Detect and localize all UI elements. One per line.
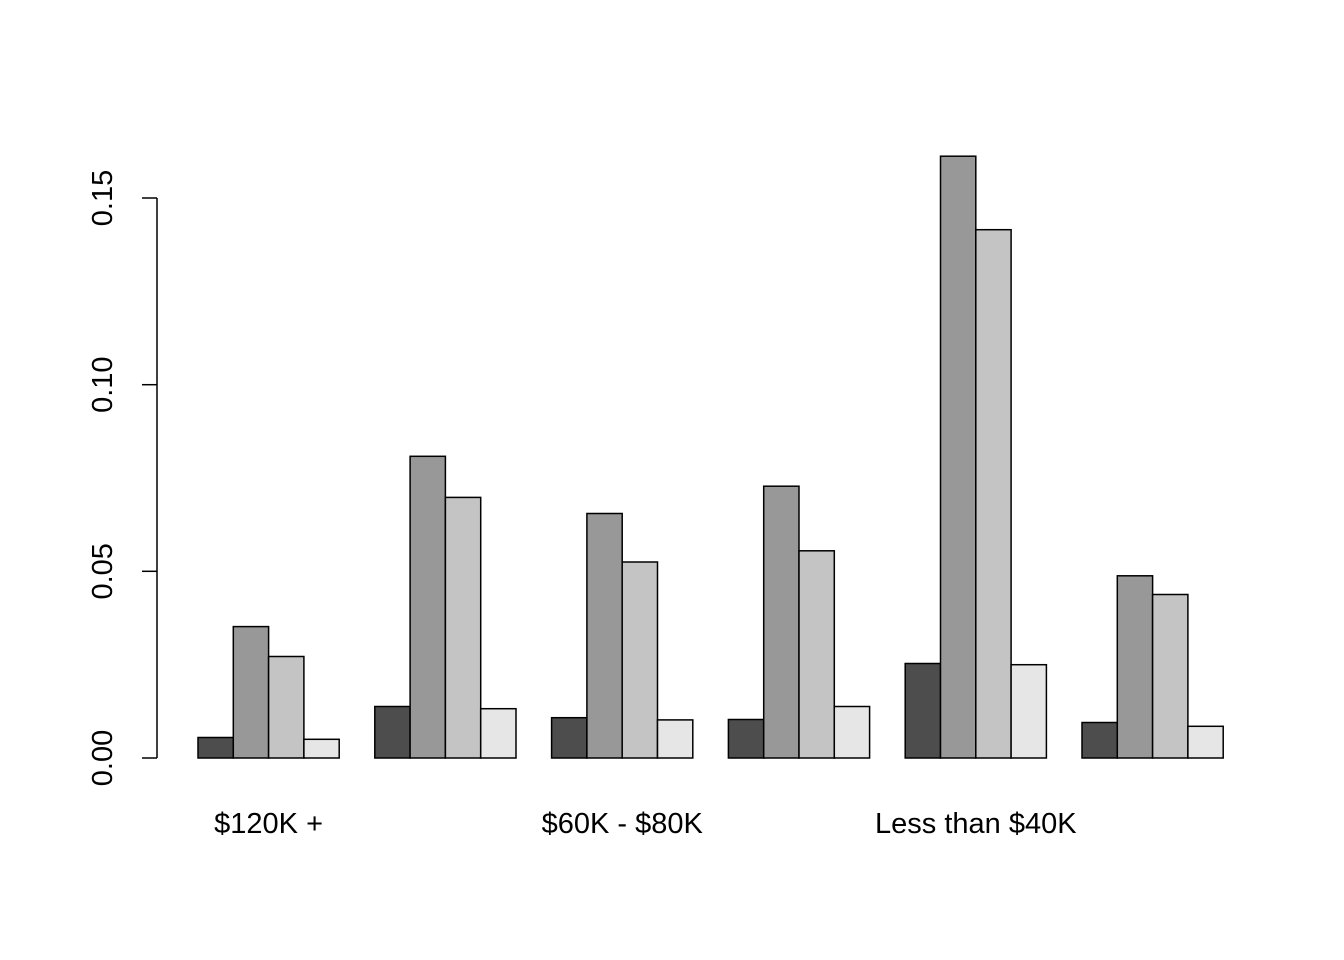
bar-group-3-series-3 (621, 561, 659, 759)
bar-group-5-series-4 (1010, 663, 1048, 759)
bar-group-6-series-2 (1116, 575, 1154, 759)
bar-group-6-series-1 (1081, 721, 1119, 759)
bar-group-5-series-2 (939, 155, 977, 759)
y-axis: 0.00 0.05 0.10 0.15 (87, 170, 158, 786)
bar-group-1-series-3 (267, 655, 305, 759)
bar-group-2-series-4 (479, 707, 517, 759)
y-tick-label: 0.10 (87, 356, 119, 412)
bar-group-2-series-3 (444, 496, 482, 759)
bar-group-1-series-2 (232, 625, 270, 759)
bar-group-6-series-3 (1151, 593, 1189, 759)
bar-group-6-series-4 (1187, 725, 1224, 759)
bar-group-3-series-1 (550, 716, 588, 759)
bar-group-4-series-3 (798, 550, 836, 759)
y-tick-label: 0.00 (87, 730, 119, 786)
bar-group-5-series-1 (904, 662, 942, 759)
bar-group-1-series-4 (303, 738, 340, 759)
y-tick-label: 0.05 (87, 543, 119, 599)
category-labels: $120K + $60K - $80K Less than $40K (214, 808, 1077, 840)
x-tick-label: Less than $40K (875, 808, 1077, 840)
x-tick-label: $60K - $80K (542, 808, 704, 840)
bar-group-4-series-4 (833, 705, 871, 759)
x-tick-label: $120K + (214, 808, 323, 840)
bar-group-3-series-2 (586, 512, 623, 759)
bar-group-3-series-4 (656, 719, 694, 759)
y-tick-label: 0.15 (87, 170, 119, 226)
bar-group-2-series-1 (374, 705, 411, 759)
bar-group-2-series-2 (409, 455, 447, 759)
bar-group-4-series-1 (727, 718, 765, 759)
bars-layer (197, 155, 1224, 759)
bar-group-4-series-2 (762, 485, 800, 759)
bar-group-5-series-3 (975, 228, 1012, 759)
bar-group-1-series-1 (197, 736, 235, 759)
